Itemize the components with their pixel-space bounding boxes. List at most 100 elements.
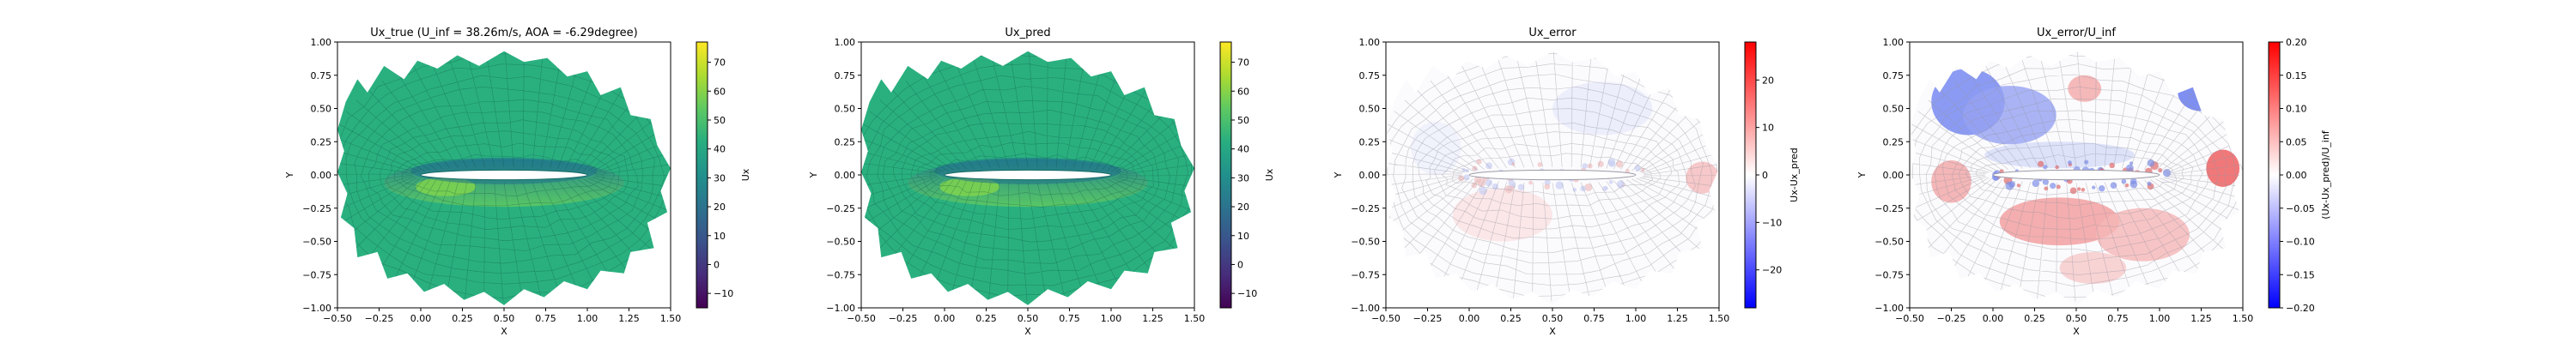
colorbar-tick-label: 70 <box>714 57 726 69</box>
colorbar-tick-label: −0.05 <box>2286 203 2315 214</box>
colorbar-label: Ux <box>1264 168 1275 181</box>
error-region <box>2178 74 2225 111</box>
colorbar-tick-label: 10 <box>1762 123 1774 134</box>
near-wall-error <box>2032 179 2039 188</box>
y-axis-label: Y <box>808 172 819 178</box>
error-region <box>2096 208 2190 262</box>
y-tick-label: 0.50 <box>311 104 332 115</box>
error-region <box>2206 149 2240 187</box>
near-wall-error <box>2092 185 2096 190</box>
y-tick-label: −0.25 <box>1874 203 1904 214</box>
near-wall-error <box>1584 183 1593 192</box>
x-tick-label: 0.50 <box>1018 313 1039 324</box>
y-tick-label: 1.00 <box>311 37 332 48</box>
x-tick-label: 1.25 <box>2190 313 2212 324</box>
near-wall-error <box>1528 180 1534 185</box>
x-tick-label: 1.25 <box>1142 313 1163 324</box>
x-tick-label: −0.25 <box>1937 313 1966 324</box>
x-axis-label: X <box>2073 326 2080 337</box>
near-wall-error <box>2084 159 2089 165</box>
near-wall-error <box>2055 165 2059 170</box>
y-tick-label: −0.25 <box>302 203 331 214</box>
y-tick-label: −1.00 <box>302 303 331 314</box>
colorbar-label: Ux <box>740 168 751 181</box>
x-tick-label: 1.50 <box>1709 313 1730 324</box>
panel-3: −0.50 −0.25 0.00 0.25 0.50 0.75 1.00 1.25 1.50 −1… <box>1333 27 1800 337</box>
colorbar-tick-label: 50 <box>714 115 726 126</box>
colorbar-tick-label: 10 <box>1237 231 1249 242</box>
y-tick-label: 0.50 <box>1883 104 1905 115</box>
colorbar-tick-label: 20 <box>1762 75 1774 86</box>
x-tick-label: 1.50 <box>660 313 682 324</box>
near-wall-error <box>2098 185 2105 192</box>
near-wall-error <box>1485 162 1493 170</box>
y-tick-label: 0.75 <box>1359 70 1381 81</box>
error-region <box>2059 251 2127 285</box>
y-axis-label: Y <box>1856 172 1868 178</box>
x-tick-label: 1.50 <box>1184 313 1206 324</box>
airfoil <box>944 169 1112 181</box>
near-wall-error <box>2043 165 2048 170</box>
y-tick-label: 0.75 <box>835 70 856 81</box>
colorbar-tick-label: 10 <box>714 231 726 242</box>
colorbar-tick-label: 0.20 <box>2286 37 2307 48</box>
near-wall-error <box>1555 181 1564 190</box>
x-tick-label: 1.00 <box>1625 313 1647 324</box>
mesh-lines <box>861 51 1194 302</box>
error-region <box>1931 159 1971 203</box>
colorbar-tick-label: −0.15 <box>2286 269 2315 280</box>
x-tick-label: −0.25 <box>365 313 394 324</box>
x-tick-label: 0.00 <box>1459 313 1480 324</box>
colorbar-tick-label: 60 <box>714 86 726 97</box>
near-wall-error <box>2016 184 2021 188</box>
colorbar-tick-label: 30 <box>1237 172 1249 184</box>
colorbar-tick-label: −10 <box>1762 217 1782 228</box>
x-tick-label: 0.25 <box>452 313 473 324</box>
x-tick-label: −0.25 <box>1413 313 1443 324</box>
colorbar <box>1744 41 1757 309</box>
x-tick-label: 0.00 <box>410 313 432 324</box>
near-wall-error <box>1608 179 1613 184</box>
mesh-lines <box>337 51 671 302</box>
near-wall-error <box>1625 168 1630 174</box>
y-tick-label: 0.00 <box>1359 170 1381 181</box>
y-axis-label: Y <box>284 172 295 178</box>
x-tick-label: 0.00 <box>934 313 956 324</box>
near-wall-error <box>2068 160 2072 165</box>
x-tick-label: −0.50 <box>1371 313 1400 324</box>
x-tick-label: 1.25 <box>1667 313 1688 324</box>
y-tick-label: 0.25 <box>1883 136 1905 147</box>
error-region <box>2068 75 2102 102</box>
colorbar-tick-label: −20 <box>1762 265 1782 276</box>
colorbar-tick-label: 30 <box>714 172 726 184</box>
near-wall-error <box>2158 167 2163 173</box>
x-tick-label: 0.50 <box>1542 313 1564 324</box>
x-tick-label: 1.00 <box>1101 313 1122 324</box>
near-wall-error <box>2147 159 2155 167</box>
airfoil <box>1992 169 2160 181</box>
near-wall-error <box>1485 179 1493 187</box>
near-wall-error <box>2038 160 2044 167</box>
y-tick-label: −0.50 <box>826 237 855 248</box>
y-tick-label: −0.75 <box>1874 269 1904 280</box>
chart-title: Ux_error/U_inf <box>2037 27 2116 39</box>
y-tick-label: −0.50 <box>1351 237 1380 248</box>
colorbar <box>1219 41 1232 309</box>
colorbar <box>2268 41 2281 309</box>
colorbar-tick-label: 40 <box>714 144 726 155</box>
y-tick-label: −0.50 <box>1874 237 1904 248</box>
near-wall-error <box>2121 178 2127 184</box>
colorbar-tick-label: 40 <box>1237 144 1249 155</box>
panel-1: −0.50 −0.25 0.00 0.25 0.50 0.75 1.00 1.25 1.50 −1… <box>284 27 751 337</box>
y-tick-label: −1.00 <box>1351 303 1380 314</box>
colorbar-tick-label: 0.00 <box>2286 170 2307 181</box>
panel-4: −0.50 −0.25 0.00 0.25 0.50 0.75 1.00 1.25 1.50 −1… <box>1856 27 2331 337</box>
colorbar-tick-label: −0.10 <box>2286 237 2315 248</box>
x-tick-label: −0.25 <box>889 313 918 324</box>
x-tick-label: 0.25 <box>1500 313 1522 324</box>
x-tick-label: 0.75 <box>1059 313 1080 324</box>
colorbar-label: Ux-Ux_pred <box>1789 147 1800 202</box>
near-wall-error <box>2042 178 2049 185</box>
near-wall-error <box>1604 186 1608 190</box>
